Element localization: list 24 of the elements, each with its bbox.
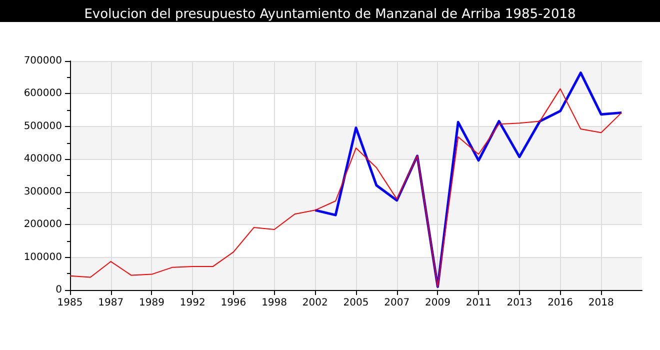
y-tick-label: 100000 [24, 252, 62, 263]
y-tick-label: 500000 [24, 120, 62, 132]
line-series [70, 88, 622, 288]
y-tick-label: 0 [56, 284, 62, 296]
x-tick-label: 1987 [98, 298, 124, 308]
x-tick-label: 1985 [57, 298, 83, 308]
chart-title: Evolucion del presupuesto Ayuntamiento de Manzanal de Arriba 1985-2018 [84, 7, 576, 22]
x-tick-label: 1998 [262, 298, 288, 308]
x-tick-label: 2005 [343, 298, 369, 308]
y-tick-label: 300000 [24, 186, 62, 198]
y-tick-label: 400000 [24, 154, 62, 165]
x-tick-label: 1992 [180, 298, 206, 308]
x-tick-label: 2013 [506, 298, 532, 308]
y-tick-label: 200000 [24, 219, 62, 230]
x-tick-label: 2009 [424, 298, 450, 308]
x-tick-label: 2018 [588, 298, 614, 308]
y-tick-label: 600000 [24, 88, 62, 100]
x-tick-label: 2011 [466, 298, 492, 308]
y-tick-label: 700000 [24, 56, 62, 66]
x-tick-label: 2016 [548, 298, 574, 308]
x-tick-label: 2007 [384, 298, 410, 308]
x-tick-label: 2002 [302, 298, 328, 308]
x-tick-label: 1989 [138, 298, 164, 308]
x-tick-label: 1996 [220, 298, 246, 308]
